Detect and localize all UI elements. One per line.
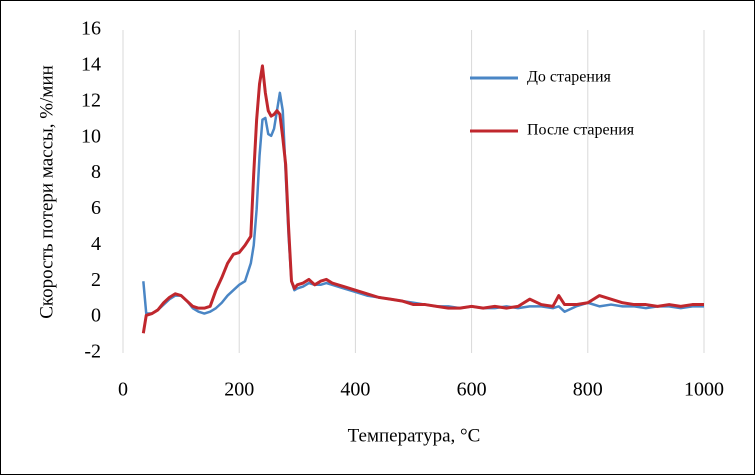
x-tick-label: 600 bbox=[457, 379, 487, 401]
x-tick-label: 200 bbox=[224, 379, 254, 401]
y-tick-label: 4 bbox=[91, 233, 101, 255]
x-axis-title: Температура, °C bbox=[348, 425, 481, 446]
y-tick-label: -2 bbox=[84, 341, 101, 363]
y-tick-label: 6 bbox=[91, 197, 101, 219]
x-tick-label: 1000 bbox=[684, 379, 724, 401]
x-tick-label: 400 bbox=[340, 379, 370, 401]
y-axis-title: Скорость потери массы, %/мин bbox=[36, 65, 57, 319]
series-line bbox=[142, 91, 704, 315]
y-tick-label: 2 bbox=[91, 269, 101, 291]
legend-label: После старения bbox=[527, 122, 635, 139]
x-tick-label: 0 bbox=[118, 379, 128, 401]
legend-label: До старения bbox=[527, 69, 612, 86]
y-tick-label: 14 bbox=[81, 53, 101, 75]
x-tick-label: 800 bbox=[573, 379, 603, 401]
y-tick-label: 10 bbox=[81, 125, 101, 147]
series-line bbox=[141, 64, 704, 334]
y-tick-label: 12 bbox=[81, 89, 101, 111]
y-tick-label: 0 bbox=[91, 305, 101, 327]
y-tick-label: 16 bbox=[81, 18, 101, 40]
y-tick-label: 8 bbox=[91, 161, 101, 183]
